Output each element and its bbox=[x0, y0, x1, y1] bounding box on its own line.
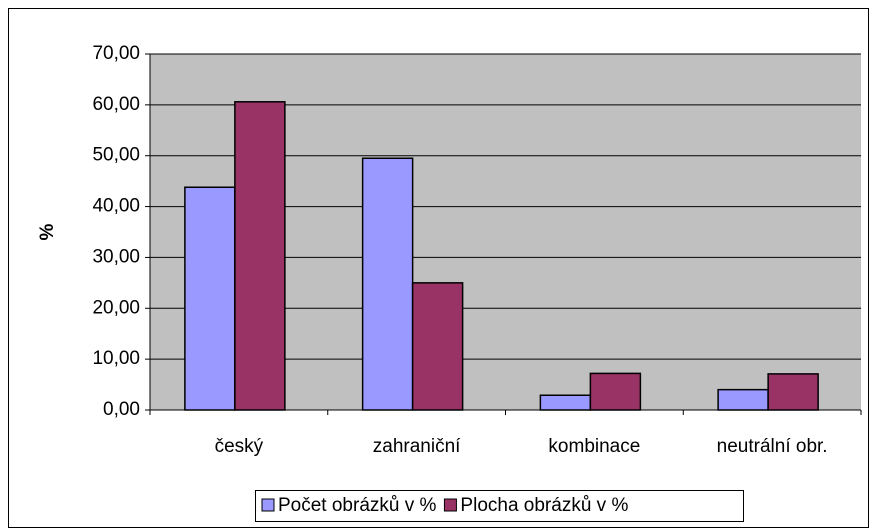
legend bbox=[255, 490, 744, 522]
x-tick-label: český bbox=[215, 436, 264, 457]
bar bbox=[234, 101, 286, 411]
y-tick-label: 10,00 bbox=[92, 348, 140, 369]
bar bbox=[411, 282, 464, 411]
legend-swatch bbox=[261, 498, 275, 512]
bar bbox=[361, 157, 414, 411]
legend-swatch bbox=[443, 498, 457, 512]
y-tick-label: 50,00 bbox=[92, 145, 140, 166]
legend-label: Počet obrázků v % bbox=[278, 495, 437, 516]
x-tick-label: neutrální obr. bbox=[717, 436, 828, 457]
y-tick-label: 20,00 bbox=[92, 297, 140, 318]
y-tick-label: 40,00 bbox=[92, 196, 140, 217]
x-tick-label: kombinace bbox=[548, 436, 640, 457]
x-tick-label: zahraniční bbox=[373, 436, 461, 457]
bar bbox=[184, 186, 236, 411]
bar bbox=[539, 394, 592, 411]
bar bbox=[717, 388, 769, 411]
bar bbox=[767, 373, 819, 411]
y-axis-label: % bbox=[37, 223, 58, 240]
y-tick-label: 70,00 bbox=[92, 43, 140, 64]
y-tick-label: 0,00 bbox=[103, 399, 140, 420]
bar bbox=[589, 372, 642, 411]
y-tick-label: 30,00 bbox=[92, 246, 140, 267]
legend-label: Plocha obrázků v % bbox=[460, 495, 628, 516]
y-tick-label: 60,00 bbox=[92, 94, 140, 115]
